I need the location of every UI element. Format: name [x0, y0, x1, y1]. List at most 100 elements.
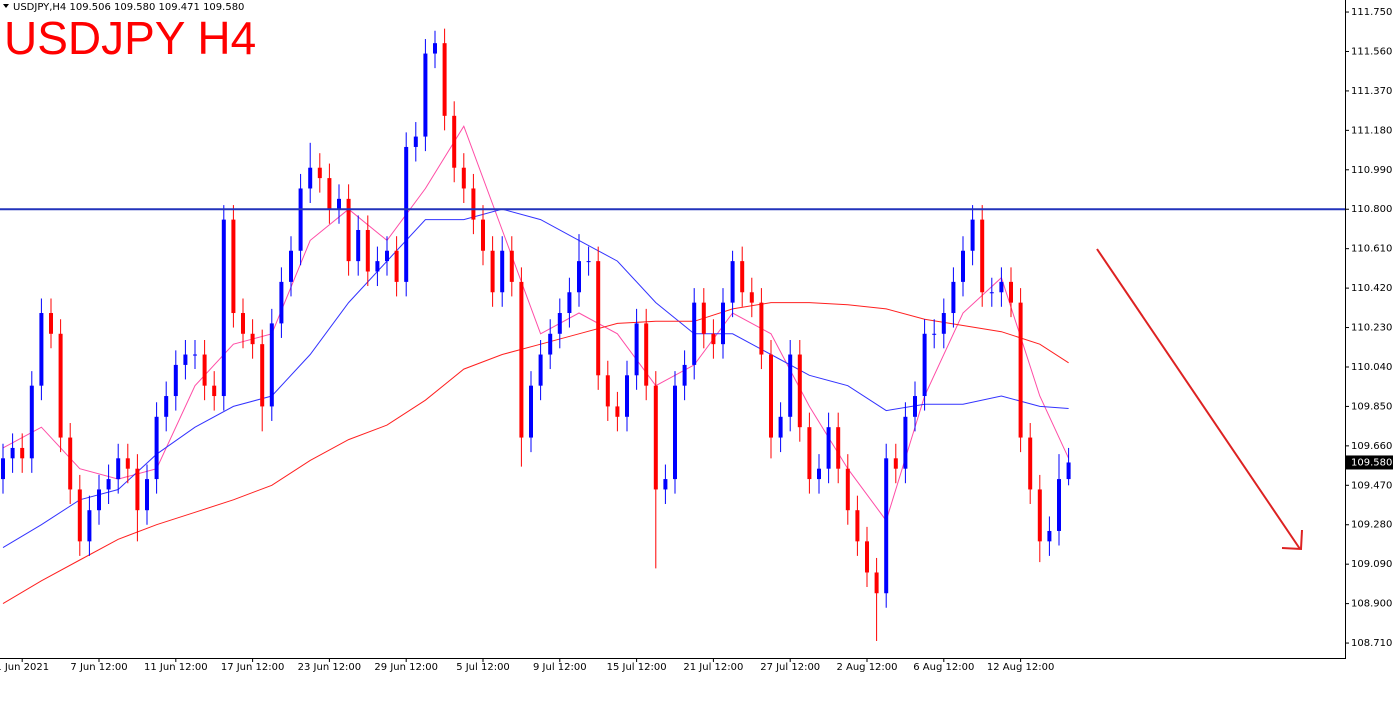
menu-triangle[interactable] — [3, 4, 9, 8]
candle-body — [893, 458, 898, 469]
candle-body — [855, 510, 860, 542]
candle-body — [999, 281, 1004, 293]
candle-body — [125, 458, 130, 469]
candle-body — [730, 261, 735, 303]
candle-body — [68, 437, 73, 490]
candle-body — [922, 333, 927, 397]
x-tick-label: 5 Jul 12:00 — [456, 662, 510, 673]
candle-body — [836, 427, 841, 469]
candle-body — [145, 479, 149, 511]
arrow-shaft — [1096, 248, 1301, 550]
candle-body — [1018, 302, 1023, 438]
candle-body — [298, 188, 303, 251]
candle-body — [442, 43, 447, 116]
candle-body — [49, 313, 53, 334]
y-tick-label: 111.750 — [1351, 7, 1392, 18]
candle-body — [509, 250, 514, 282]
trend-arrow — [1096, 248, 1303, 551]
candle-body — [500, 250, 505, 293]
candle-body — [605, 375, 610, 407]
candle-body — [557, 313, 562, 334]
candle-body — [394, 250, 399, 282]
y-tick-label: 110.230 — [1351, 323, 1392, 334]
candle-body — [673, 385, 677, 480]
candle-body — [58, 333, 63, 438]
candle-body — [682, 364, 687, 386]
y-tick-label: 109.280 — [1351, 520, 1392, 531]
candle-body — [231, 219, 236, 314]
candle-body — [346, 198, 351, 262]
candle-body — [577, 261, 581, 293]
candle-body — [615, 406, 620, 417]
candle-body — [164, 396, 169, 417]
candle-body — [106, 479, 111, 490]
candle-body — [193, 354, 197, 356]
candle-body — [212, 385, 217, 397]
candle-body — [932, 333, 937, 335]
candle-body — [913, 396, 917, 417]
chart-title: USDJPY H4 — [4, 12, 256, 64]
candle-body — [20, 447, 25, 459]
y-tick-label: 108.710 — [1351, 638, 1392, 649]
candle-body — [135, 468, 140, 511]
candle-body — [1057, 479, 1061, 531]
candle-body — [279, 281, 284, 324]
candle-body — [529, 385, 533, 438]
candle-body — [1, 458, 5, 480]
candle-body — [519, 281, 524, 438]
candle-body — [250, 333, 255, 345]
candle-body — [317, 167, 322, 179]
candle-body — [826, 427, 831, 469]
candle-body — [759, 302, 764, 355]
candle-body — [634, 323, 639, 376]
candle-body — [97, 489, 101, 511]
candle-body — [980, 219, 985, 293]
x-tick-label: 9 Jul 12:00 — [533, 662, 587, 673]
candle-body — [788, 354, 793, 417]
y-tick-label: 111.370 — [1351, 86, 1392, 97]
x-tick-label: 11 Jun 12:00 — [144, 662, 208, 673]
candle-body — [116, 458, 121, 480]
candle-body — [269, 323, 274, 407]
candle-body — [548, 333, 553, 355]
candle-body — [1009, 281, 1013, 303]
y-tick-label: 110.040 — [1351, 362, 1392, 373]
x-tick-label: 21 Jul 12:00 — [683, 662, 743, 673]
candle-body — [721, 302, 725, 345]
candle-body — [653, 385, 658, 490]
candle-body — [452, 115, 457, 168]
x-tick-label: 27 Jul 12:00 — [760, 662, 820, 673]
candle-body — [711, 333, 716, 345]
candle-body — [941, 313, 946, 334]
symbol-header: USDJPY,H4 109.506 109.580 109.471 109.58… — [13, 2, 244, 13]
arrow-head — [1281, 529, 1303, 551]
y-tick-label: 110.610 — [1351, 244, 1392, 255]
candle-body — [241, 313, 245, 334]
y-tick-label: 109.850 — [1351, 401, 1392, 412]
candle-body — [845, 468, 850, 511]
candle-body — [797, 354, 802, 428]
last-price-label: 109.580 — [1351, 457, 1392, 468]
y-tick-label: 109.090 — [1351, 559, 1392, 570]
candle-body — [39, 313, 44, 386]
candle-body — [778, 416, 783, 438]
candle-body — [29, 385, 34, 459]
y-tick-label: 110.990 — [1351, 165, 1392, 176]
candle-body — [433, 43, 437, 54]
y-tick-label: 110.800 — [1351, 204, 1392, 215]
candle-body — [951, 281, 956, 314]
y-tick-label: 108.900 — [1351, 599, 1392, 610]
y-tick-label: 111.560 — [1351, 46, 1392, 57]
candle-body — [884, 458, 889, 594]
y-tick-label: 109.470 — [1351, 480, 1392, 491]
candle-body — [644, 323, 649, 386]
candle-body — [807, 427, 812, 480]
x-tick-label: 12 Aug 12:00 — [987, 662, 1054, 673]
candle-body — [903, 416, 908, 469]
candle-body — [740, 261, 745, 293]
candle-body — [461, 167, 466, 189]
x-tick-label: 1 Jun 2021 — [0, 662, 49, 673]
candle-body — [183, 354, 188, 365]
